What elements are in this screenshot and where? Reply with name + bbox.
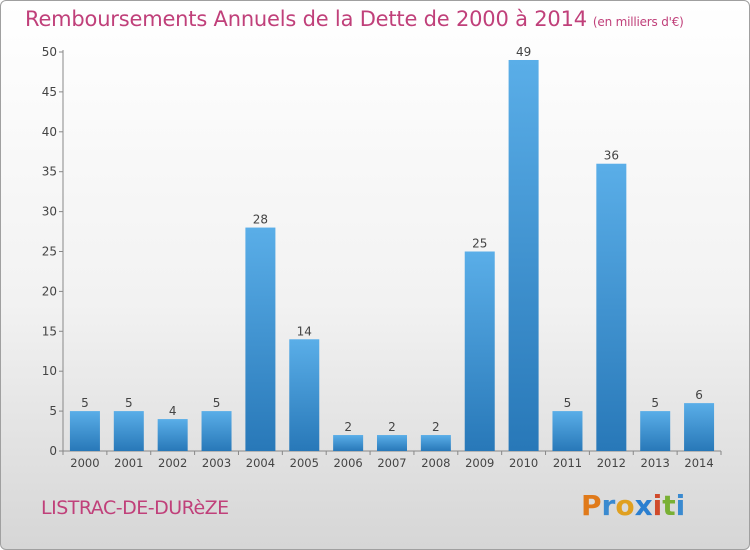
data-label: 4: [169, 404, 177, 418]
x-tick-label: 2006: [333, 456, 362, 470]
bar-2009: [464, 251, 495, 451]
y-tick-label: 30: [42, 205, 57, 219]
bar-2005: [289, 339, 320, 451]
data-label: 5: [564, 396, 572, 410]
x-tick-label: 2012: [597, 456, 626, 470]
y-tick-label: 45: [42, 85, 57, 99]
y-tick-label: 50: [42, 45, 57, 59]
bar-2013: [640, 411, 671, 451]
bar-2006: [333, 435, 364, 451]
y-tick-label: 10: [42, 364, 57, 378]
x-tick-label: 2007: [377, 456, 406, 470]
bar-2007: [377, 435, 407, 451]
bar-2002: [157, 419, 188, 451]
bar-2001: [113, 411, 144, 451]
x-tick-label: 2014: [684, 456, 713, 470]
data-label: 6: [695, 388, 703, 402]
x-tick-label: 2004: [246, 456, 275, 470]
x-tick-label: 2000: [70, 456, 99, 470]
data-label: 5: [125, 396, 133, 410]
bar-2011: [552, 411, 583, 451]
y-tick-label: 20: [42, 284, 57, 298]
x-tick-label: 2001: [114, 456, 143, 470]
y-tick-label: 40: [42, 125, 57, 139]
chart-title: Remboursements Annuels de la Dette de 20…: [25, 7, 684, 31]
bar-2000: [69, 411, 100, 451]
data-label: 28: [253, 213, 268, 227]
data-label: 5: [81, 396, 89, 410]
data-label: 5: [651, 396, 659, 410]
x-tick-label: 2011: [553, 456, 582, 470]
x-tick-label: 2005: [290, 456, 319, 470]
data-label: 2: [432, 420, 440, 434]
data-label: 2: [388, 420, 396, 434]
bar-2003: [201, 411, 232, 451]
commune-name: LISTRAC-DE-DURèZE: [41, 497, 229, 519]
chart-title-text: Remboursements Annuels de la Dette de 20…: [25, 7, 587, 31]
data-label: 2: [344, 420, 352, 434]
x-tick-label: 2003: [202, 456, 231, 470]
x-tick-label: 2010: [509, 456, 538, 470]
chart-data-labels: 5 5 4 5 28 14 2 2 2 25 49 5 36 5 6: [81, 45, 703, 434]
bar-2014: [684, 403, 715, 451]
bar-2008: [420, 435, 451, 451]
data-label: 49: [516, 45, 531, 59]
y-tick-label: 35: [42, 165, 57, 179]
bar-2010: [508, 59, 539, 451]
y-tick-label: 25: [42, 245, 57, 259]
data-label: 5: [213, 396, 221, 410]
chart-subtitle: (en milliers d'€): [592, 15, 684, 29]
x-tick-label: 2013: [641, 456, 670, 470]
data-label: 14: [297, 324, 312, 338]
y-tick-label: 0: [49, 444, 57, 458]
chart-bars: [69, 59, 715, 451]
data-label: 36: [604, 149, 619, 163]
proxiti-logo: Proxiti: [581, 489, 686, 522]
y-tick-label: 5: [49, 404, 57, 418]
bar-2012: [596, 163, 627, 451]
x-tick-label: 2009: [465, 456, 494, 470]
data-label: 25: [472, 237, 487, 251]
x-tick-label: 2002: [158, 456, 187, 470]
y-tick-label: 15: [42, 324, 57, 338]
bar-2004: [245, 227, 276, 451]
x-tick-label: 2008: [421, 456, 450, 470]
